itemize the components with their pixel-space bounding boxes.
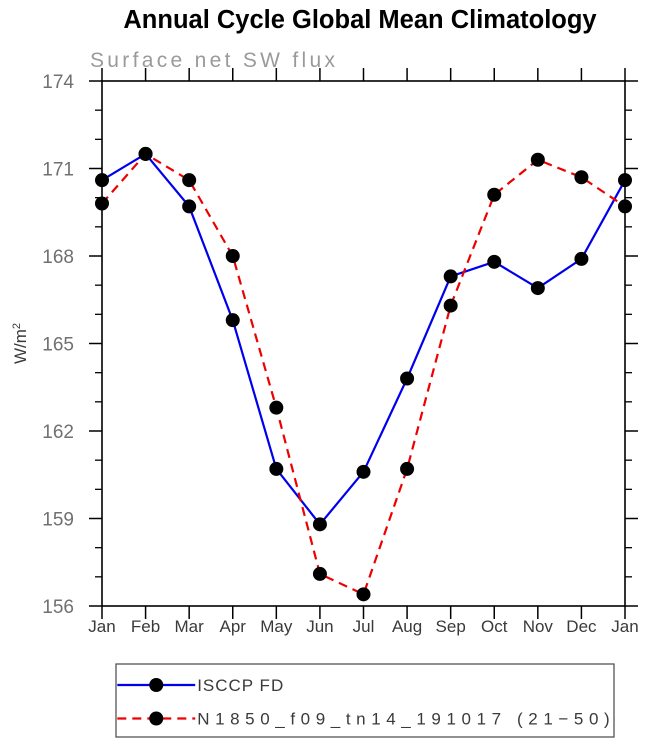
svg-text:Feb: Feb — [131, 617, 160, 636]
svg-text:Jan: Jan — [88, 617, 115, 636]
svg-text:Surface net SW flux: Surface net SW flux — [90, 49, 338, 72]
svg-text:Aug: Aug — [392, 617, 422, 636]
svg-text:Oct: Oct — [481, 617, 508, 636]
svg-text:168: 168 — [42, 247, 74, 268]
svg-text:171: 171 — [42, 160, 74, 181]
svg-text:Nov: Nov — [523, 617, 554, 636]
svg-text:Jun: Jun — [306, 617, 333, 636]
svg-text:W/m2: W/m2 — [11, 323, 30, 364]
svg-text:May: May — [260, 617, 293, 636]
svg-text:165: 165 — [42, 335, 74, 356]
svg-text:156: 156 — [42, 597, 74, 618]
svg-text:ISCCP FD: ISCCP FD — [197, 676, 284, 695]
svg-text:Sep: Sep — [436, 617, 466, 636]
svg-text:174: 174 — [42, 72, 74, 93]
svg-text:159: 159 — [42, 510, 74, 531]
svg-text:Mar: Mar — [175, 617, 205, 636]
svg-text:N1850_f09_tn14_191017 (21−50): N1850_f09_tn14_191017 (21−50) — [197, 710, 615, 729]
svg-text:Dec: Dec — [566, 617, 597, 636]
svg-text:Jan: Jan — [611, 617, 638, 636]
svg-text:Apr: Apr — [220, 617, 247, 636]
svg-text:Jul: Jul — [353, 617, 375, 636]
svg-text:162: 162 — [42, 422, 74, 443]
